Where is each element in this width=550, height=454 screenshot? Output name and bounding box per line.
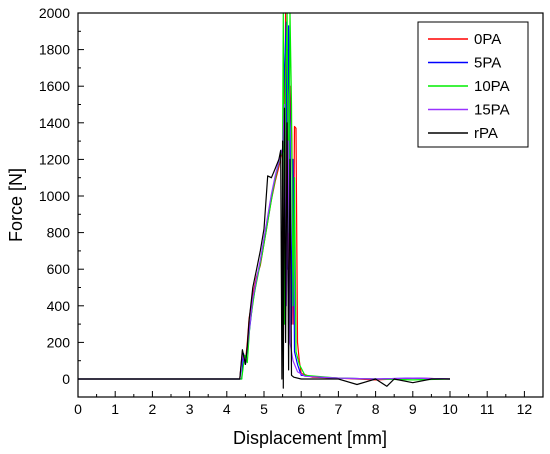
x-tick-label: 0 (74, 401, 82, 417)
x-axis-title: Displacement [mm] (233, 428, 387, 448)
plot-frame (77, 12, 544, 398)
x-tick-label: 4 (223, 401, 231, 417)
x-tick-label: 3 (186, 401, 194, 417)
legend-label-rpa: rPA (474, 125, 498, 142)
x-tick-label: 6 (297, 401, 305, 417)
y-axis-title: Force [N] (6, 168, 26, 242)
series-line-5pa (78, 21, 451, 380)
x-tick-label: 5 (260, 401, 268, 417)
y-tick-label: 1600 (39, 78, 70, 94)
legend-box (417, 21, 529, 148)
legend-label-0pa: 0PA (474, 31, 501, 48)
x-tick-label: 9 (409, 401, 417, 417)
x-tick-label: 10 (442, 401, 458, 417)
y-tick-label: 200 (47, 334, 71, 350)
y-tick-label: 400 (47, 298, 71, 314)
y-tick-label: 1800 (39, 42, 70, 58)
x-tick-label: 2 (149, 401, 157, 417)
y-tick-label: 0 (62, 371, 70, 387)
x-tick-label: 7 (335, 401, 343, 417)
series-line-15pa (78, 103, 451, 380)
legend-label-15pa: 15PA (474, 102, 510, 119)
x-tick-label: 11 (480, 401, 495, 417)
y-tick-label: 800 (47, 225, 71, 241)
y-tick-label: 1200 (39, 151, 70, 167)
series-line-10pa (78, 12, 451, 381)
x-tick-label: 1 (111, 401, 119, 417)
series-line-rpa (78, 107, 450, 389)
ticks-layer: 0 1 2 3 4 5 6 7 8 9 10 11 12020040060080010001200140… (39, 5, 533, 417)
legend-label-5pa: 5PA (474, 55, 501, 72)
y-tick-label: 1400 (39, 115, 70, 131)
y-tick-label: 2000 (39, 5, 70, 21)
y-tick-label: 1000 (39, 188, 70, 204)
legend-label-10pa: 10PA (474, 78, 510, 95)
series-layer (78, 12, 451, 389)
legend: 0PA 5PA 10PA 15PA rPA (417, 21, 529, 148)
x-tick-label: 12 (517, 401, 533, 417)
y-tick-label: 600 (47, 261, 71, 277)
x-tick-label: 8 (372, 401, 380, 417)
series-line-0pa (78, 12, 451, 381)
